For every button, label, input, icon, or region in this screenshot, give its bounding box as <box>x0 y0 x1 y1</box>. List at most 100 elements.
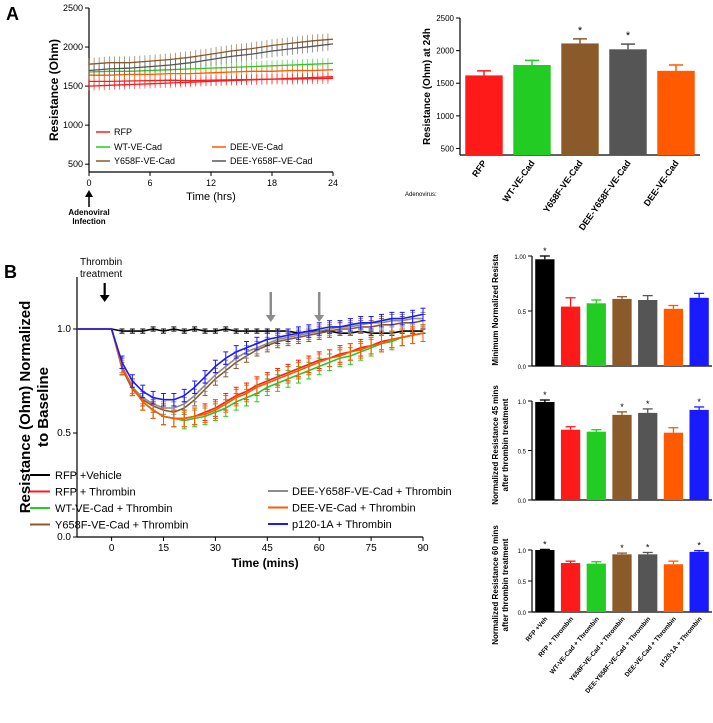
b-line-ylabel: to Baseline <box>35 367 52 447</box>
b-bar2-ylabel: Normalized Resistance 45 mins <box>491 385 500 505</box>
b-line-x-tick-label: 45 <box>262 543 274 554</box>
b-line-x-tick-label: 90 <box>417 543 429 554</box>
panel-label-b: B <box>4 262 17 282</box>
a-bar-4 <box>657 70 695 155</box>
a-bar-star: * <box>626 30 631 42</box>
chart-b-line: 0.0 0.5 1.0 0 15 30 45 60 75 90 Time (mins) Resista… <box>17 257 452 570</box>
a-bar-y-tick-label: 2000 <box>436 47 454 56</box>
b-bar2-star: * <box>543 390 547 400</box>
a-bar-y-tick-label: 2500 <box>436 14 454 23</box>
b-bar3-bar-6 <box>689 551 709 612</box>
b-line-series <box>77 328 424 420</box>
a-bar-y-tick-label: 1000 <box>436 112 454 121</box>
a-line-legend-label: RFP <box>114 127 132 137</box>
a-bar-y-tick-label: 1500 <box>436 79 454 88</box>
b-bar3-bar-2 <box>586 563 606 612</box>
a-line-y-tick-label: 2500 <box>63 3 83 13</box>
a-bar-category-label: Y658F-VE-Cad <box>541 158 584 214</box>
b-bar3-bar-5 <box>663 564 684 612</box>
a-bar-ylabel: Resistance (Ohm) at 24h <box>422 28 433 145</box>
b-bar2-y-tick-label: 0.0 <box>518 499 527 505</box>
b-bar1-y-tick-label: 0.5 <box>518 310 527 316</box>
chart-b-45min: 0.0 0.5 1.0 Normalized Resistance 45 mins af… <box>491 385 712 505</box>
b-line-ylabel: Resistance (Ohm) Normalized <box>17 301 34 514</box>
b-bar3-category-label: RFP +Veh <box>525 616 550 644</box>
a-line-x-tick-label: 12 <box>206 178 216 188</box>
b-bar3-ylabel: Normalized Resistance 60 mins <box>491 525 500 645</box>
a-line-legend-label: WT-VE-Cad <box>114 142 162 152</box>
chart-a-line: 500 1000 1500 2000 2500 0 6 12 18 24 Time (hrs) Res… <box>47 3 338 226</box>
b-bar2-bar-3 <box>612 414 632 500</box>
b-line-annotation: Thrombin <box>80 257 122 268</box>
b-bar2-bar-2 <box>586 431 606 500</box>
a-line-legend-label: DEE-VE-Cad <box>230 142 283 152</box>
b-bar1-bar-1 <box>560 306 581 366</box>
a-line-x-tick-label: 18 <box>267 178 277 188</box>
b-line-series <box>77 317 423 409</box>
b-bar2-bar-0 <box>535 401 555 500</box>
b-line-timepoint-arrow-head <box>265 315 276 322</box>
b-bar2-star: * <box>697 397 701 407</box>
b-bar3-bar-0 <box>535 550 555 612</box>
b-line-legend-label: DEE-Y658F-VE-Cad + Thrombin <box>292 486 452 498</box>
a-bar-0 <box>465 75 503 155</box>
b-bar1-bar-0 <box>535 259 555 366</box>
a-bar-category-label: DEE-Y658F-VE-Cad <box>577 158 633 232</box>
a-line-series <box>89 69 334 76</box>
b-line-annotation: treatment <box>80 269 122 280</box>
b-bar1-y-tick-label: 0.0 <box>518 365 527 371</box>
b-bar2-bar-1 <box>560 429 581 500</box>
a-bar-xprefix: Adenovirus: <box>405 192 437 198</box>
b-bar2-bar-6 <box>689 409 709 500</box>
a-line-annotation: Adenoviral <box>68 208 109 217</box>
a-line-legend-label: Y658F-VE-Cad <box>114 156 175 166</box>
a-line-y-tick-label: 1000 <box>63 120 83 130</box>
a-line-x-tick-label: 24 <box>328 178 338 188</box>
b-bar3-star: * <box>620 543 624 553</box>
a-bar-category-label: RFP <box>470 158 489 178</box>
a-line-xlabel: Time (hrs) <box>186 191 236 203</box>
b-line-x-tick-label: 30 <box>210 543 222 554</box>
b-bar2-y-tick-label: 1.0 <box>518 400 527 406</box>
a-bar-star: * <box>578 25 583 37</box>
b-bar3-star: * <box>697 541 701 551</box>
b-bar3-star: * <box>646 542 650 552</box>
a-bar-category-label: DEE-VE-Cad <box>642 158 681 208</box>
a-line-infection-arrowhead <box>85 190 93 197</box>
a-line-series <box>88 43 334 72</box>
b-line-series <box>77 328 423 335</box>
b-line-y-tick-label: 0.5 <box>57 428 71 439</box>
b-line-legend-label: p120-1A + Thrombin <box>292 519 392 531</box>
b-bar1-ylabel: Minimum Normalized Resista <box>491 254 500 366</box>
b-line-xlabel: Time (mins) <box>231 556 298 570</box>
b-bar3-bar-3 <box>612 554 632 612</box>
a-bar-2 <box>561 43 599 155</box>
a-line-series <box>88 76 334 87</box>
b-bar1-star: * <box>543 246 547 256</box>
b-bar2-bar-5 <box>663 432 684 500</box>
b-line-legend-label: Y658F-VE-Cad + Thrombin <box>55 520 188 532</box>
b-bar3-ylabel: after thrombin treatment <box>501 538 510 631</box>
b-bar1-bar-4 <box>638 300 658 366</box>
b-bar2-bar-4 <box>638 412 658 500</box>
a-line-y-tick-label: 1500 <box>63 81 83 91</box>
b-bar3-y-tick-label: 0.5 <box>518 580 527 586</box>
b-bar2-ylabel: after thrombin treatment <box>501 398 510 491</box>
chart-b-60min: 0.0 0.5 1.0 Normalized Resistance 60 mins af… <box>491 525 712 695</box>
a-bar-y-tick-label: 500 <box>441 144 455 153</box>
b-bar3-bar-1 <box>560 563 581 612</box>
b-line-y-tick-label: 0.0 <box>57 532 71 543</box>
a-bar-1 <box>513 64 551 155</box>
b-line-y-tick-label: 1.0 <box>57 324 71 335</box>
b-bar1-bar-2 <box>586 303 606 366</box>
b-line-legend-label: DEE-VE-Cad + Thrombin <box>292 503 416 515</box>
a-line-x-tick-label: 6 <box>147 178 152 188</box>
a-line-x-tick-label: 0 <box>86 178 91 188</box>
b-line-x-tick-label: 60 <box>314 543 326 554</box>
b-bar2-star: * <box>620 402 624 412</box>
a-line-legend-label: DEE-Y658F-VE-Cad <box>230 156 313 166</box>
b-bar1-bar-6 <box>689 297 709 366</box>
a-line-ylabel: Resistance (Ohm) <box>47 39 61 141</box>
